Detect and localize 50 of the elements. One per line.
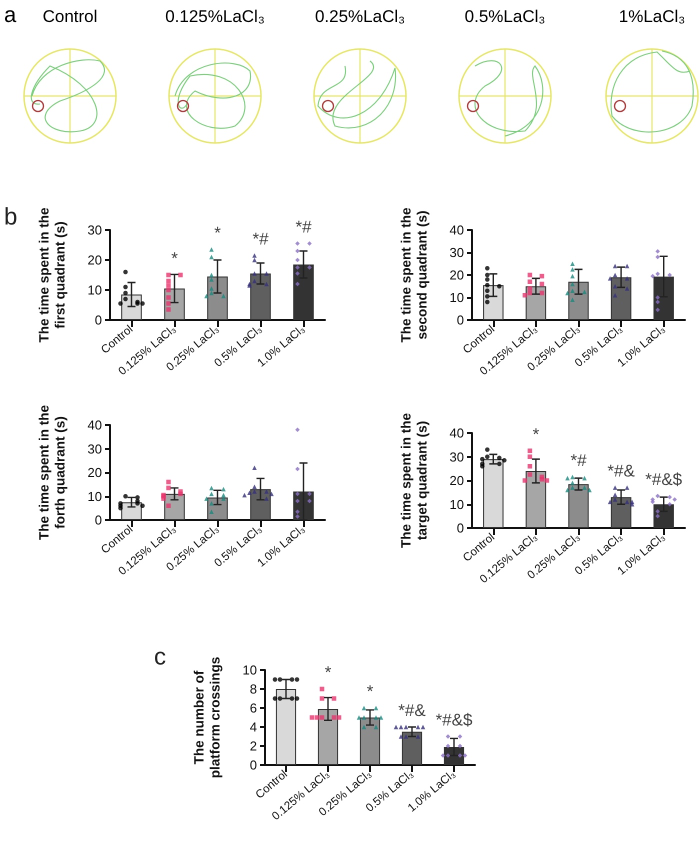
- y-axis-title: The time spent in the first quadrant (s): [36, 207, 68, 343]
- y-tick-label: 10: [450, 496, 464, 512]
- y-tick-label: 6: [250, 700, 257, 716]
- y-tick-label: 30: [450, 449, 464, 464]
- y-tick-label: 20: [450, 268, 464, 282]
- text: 0.25%LaCl₃: [314, 7, 406, 26]
- y-tick-label: 20: [88, 465, 102, 480]
- annotation: *#&$: [436, 710, 473, 730]
- y-axis-title: The number of platform crossings: [192, 656, 222, 778]
- annotation: *#&: [398, 701, 426, 720]
- text: 0.5%LaCl₃: [464, 7, 546, 26]
- y-tick-label: 40: [450, 426, 464, 440]
- y-axis-title: The time spent in the forth quadrant (s): [36, 404, 68, 540]
- y-tick-label: 0: [94, 512, 102, 528]
- y-tick-label: 10: [88, 488, 102, 504]
- y-tick-label: 20: [88, 252, 102, 268]
- annotation: *: [214, 224, 222, 242]
- annotation: *#: [295, 218, 312, 236]
- y-tick-label: 10: [242, 662, 257, 678]
- y-tick-label: 2: [250, 738, 257, 754]
- text: b: [4, 204, 18, 230]
- y-axis-title: The time spent in the target quadrant (s): [398, 412, 430, 548]
- y-tick-label: 10: [450, 290, 464, 305]
- y-tick-label: 40: [450, 222, 464, 238]
- annotation: *: [532, 424, 540, 444]
- y-tick-label: 10: [88, 282, 102, 298]
- y-tick-label: 40: [88, 418, 102, 432]
- y-tick-label: 20: [450, 473, 464, 488]
- y-axis-title: The time spent in the second quadrant (s): [398, 207, 430, 343]
- text: 1%LaCl₃: [618, 7, 686, 26]
- annotation: *: [171, 249, 178, 268]
- annotation: *#&$: [645, 470, 683, 489]
- text: c: [154, 644, 166, 670]
- text: a: [4, 2, 17, 27]
- y-tick-label: 4: [250, 720, 257, 734]
- text: 0.125%LaCl₃: [165, 7, 265, 26]
- text: Control: [42, 7, 98, 26]
- y-tick-label: 30: [450, 245, 464, 260]
- annotation: *: [366, 682, 374, 701]
- y-tick-label: 0: [456, 312, 464, 328]
- annotation: *#&: [607, 462, 636, 481]
- y-tick-label: 8: [250, 682, 257, 696]
- y-tick-label: 0: [94, 312, 102, 328]
- y-tick-label: 30: [88, 441, 102, 456]
- y-tick-label: 0: [250, 758, 257, 772]
- annotation: *#: [570, 450, 588, 470]
- y-tick-label: 30: [88, 222, 102, 238]
- y-tick-label: 0: [456, 520, 464, 536]
- annotation: *#: [252, 230, 270, 248]
- annotation: *: [324, 663, 332, 682]
